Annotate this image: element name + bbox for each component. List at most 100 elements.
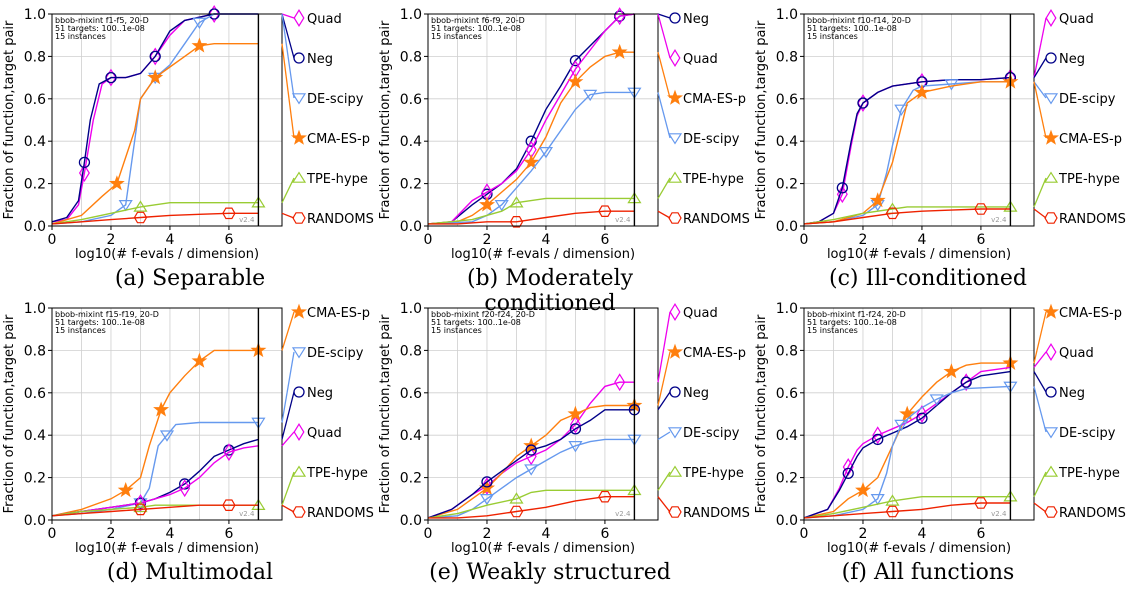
legend-marker-RANDOMS — [668, 506, 682, 518]
legend-connector-CMA-ES-p — [1033, 81, 1047, 139]
data-point-CMA-ES-p — [611, 43, 628, 59]
data-point-DE-scipy — [524, 464, 539, 476]
series-line-Neg — [427, 409, 635, 519]
series-line-CMA-ES-p — [427, 404, 635, 519]
panel-header-line: 51 targets: 100..1e-08 — [807, 24, 897, 33]
data-point-CMA-ES-p — [153, 401, 170, 417]
data-point-Quad — [223, 443, 235, 462]
x-tick-label: 0 — [424, 232, 433, 248]
x-tick-label: 6 — [600, 232, 609, 248]
x-tick-label: 0 — [800, 232, 809, 248]
panel-header-line: bbob-mixint f1-f24, 20-D — [807, 310, 906, 319]
legend-marker-Neg — [293, 386, 305, 398]
panel-header-line: bbob-mixint f10-f14, 20-D — [807, 16, 911, 25]
version-label: v2.4 — [991, 510, 1007, 518]
series-line-TPE-hype — [51, 504, 259, 517]
legend-connector-Quad — [657, 311, 671, 383]
data-point-Neg — [916, 412, 928, 424]
y-tick-label: 0.4 — [776, 428, 798, 444]
legend-label-RANDOMS: RANDOMS — [1059, 506, 1126, 521]
data-point-Neg — [78, 156, 91, 169]
data-point-Quad — [872, 426, 884, 445]
x-axis-label: log10(# f-evals / dimension) — [451, 541, 635, 556]
data-point-TPE-hype — [509, 196, 524, 208]
x-axis-label: log10(# f-evals / dimension) — [827, 247, 1011, 262]
series-line-DE-scipy — [803, 385, 1011, 519]
caption-c: (c) Ill-conditioned — [829, 266, 1027, 291]
legend-label-Neg: Neg — [683, 12, 709, 27]
panel-header-line: 51 targets: 100..1e-08 — [55, 318, 145, 327]
y-tick-label: 1.0 — [400, 301, 422, 317]
legend-marker-RANDOMS — [668, 212, 682, 224]
data-point-RANDOMS — [509, 216, 524, 228]
legend-marker-Quad — [669, 303, 681, 321]
legend-label-RANDOMS: RANDOMS — [683, 212, 750, 227]
legend-marker-DE-scipy — [667, 133, 683, 145]
legend-connector-CMA-ES-p — [281, 311, 295, 351]
panel-header-line: 15 instances — [807, 326, 858, 335]
legend-label-TPE-hype: TPE-hype — [682, 466, 744, 481]
legend-marker-Neg — [669, 12, 681, 24]
series-line-RANDOMS — [51, 212, 259, 225]
data-point-RANDOMS — [222, 207, 236, 220]
legend-connector-CMA-ES-p — [1033, 311, 1047, 364]
panel-header-line: 51 targets: 100..1e-08 — [807, 318, 897, 327]
data-point-RANDOMS — [974, 497, 988, 509]
series-line-Neg — [803, 370, 1011, 519]
legend-label-Neg: Neg — [307, 52, 333, 67]
legend-connector-CMA-ES-p — [657, 52, 671, 99]
y-axis-label: Fraction of function,target pair — [2, 20, 17, 219]
legend-label-TPE-hype: TPE-hype — [682, 172, 744, 187]
data-point-CMA-ES-p — [147, 69, 164, 85]
legend-marker-Quad — [669, 49, 681, 67]
y-tick-label: 1.0 — [24, 301, 46, 317]
series-line-Quad — [803, 366, 1011, 519]
y-axis-label: Fraction of function,target pair — [378, 20, 393, 219]
series-line-RANDOMS — [803, 208, 1011, 225]
legend-label-Neg: Neg — [1059, 52, 1085, 67]
x-tick-label: 2 — [483, 526, 492, 542]
series-line-RANDOMS — [803, 502, 1011, 519]
panel-b: 0 2 4 6 0.0 0.2 0.4 0.6 0.8 1.0 Fraction of functi… — [378, 7, 750, 262]
panel-header-line: 15 instances — [55, 32, 106, 41]
data-point-CMA-ES-p — [855, 481, 871, 498]
data-point-CMA-ES-p — [479, 196, 496, 212]
panel-f: 0 2 4 6 0.0 0.2 0.4 0.6 0.8 1.0 Fraction of functi… — [754, 301, 1126, 556]
data-point-Neg — [149, 50, 161, 63]
y-tick-label: 0.2 — [24, 471, 46, 487]
version-label: v2.4 — [991, 216, 1007, 224]
x-tick-label: 0 — [48, 232, 57, 248]
panel-e: 0 2 4 6 0.0 0.2 0.4 0.6 0.8 1.0 Fraction of functi… — [378, 301, 750, 556]
data-point-DE-scipy — [568, 441, 583, 453]
y-tick-label: 0.8 — [24, 49, 46, 65]
data-point-DE-scipy — [192, 17, 207, 30]
x-axis-label: log10(# f-evals / dimension) — [827, 541, 1011, 556]
legend-marker-TPE-hype — [1043, 171, 1059, 183]
x-tick-label: 4 — [165, 232, 174, 248]
panel-header-line: 51 targets: 100..1e-08 — [55, 24, 145, 33]
data-point-CMA-ES-p — [523, 154, 540, 170]
x-axis-label: log10(# f-evals / dimension) — [451, 247, 635, 262]
data-point-Neg — [842, 467, 854, 480]
legend-label-TPE-hype: TPE-hype — [306, 466, 368, 481]
x-axis-label: log10(# f-evals / dimension) — [75, 541, 259, 556]
legend-connector-CMA-ES-p — [281, 43, 295, 139]
x-tick-label: 2 — [859, 526, 868, 542]
data-point-Neg — [525, 135, 537, 147]
legend-marker-DE-scipy — [1043, 93, 1059, 105]
y-tick-label: 0.6 — [24, 92, 46, 108]
panel-a: 0 2 4 6 0.0 0.2 0.4 0.6 0.8 1.0 Fraction of functi… — [2, 5, 374, 262]
panel-header-line: 51 targets: 100..1e-08 — [431, 24, 521, 33]
series-line-CMA-ES-p — [803, 362, 1011, 519]
legend-label-TPE-hype: TPE-hype — [306, 172, 368, 187]
y-tick-label: 0.4 — [400, 428, 422, 444]
series-line-Quad — [51, 445, 259, 517]
data-point-DE-scipy — [538, 147, 554, 159]
data-point-DE-scipy — [929, 394, 944, 406]
y-tick-label: 1.0 — [776, 7, 798, 23]
y-tick-label: 0.0 — [776, 219, 798, 235]
y-tick-label: 0.0 — [24, 513, 46, 529]
legend-label-Quad: Quad — [1059, 346, 1094, 361]
series-line-TPE-hype — [803, 496, 1011, 519]
data-point-Quad — [614, 373, 626, 392]
